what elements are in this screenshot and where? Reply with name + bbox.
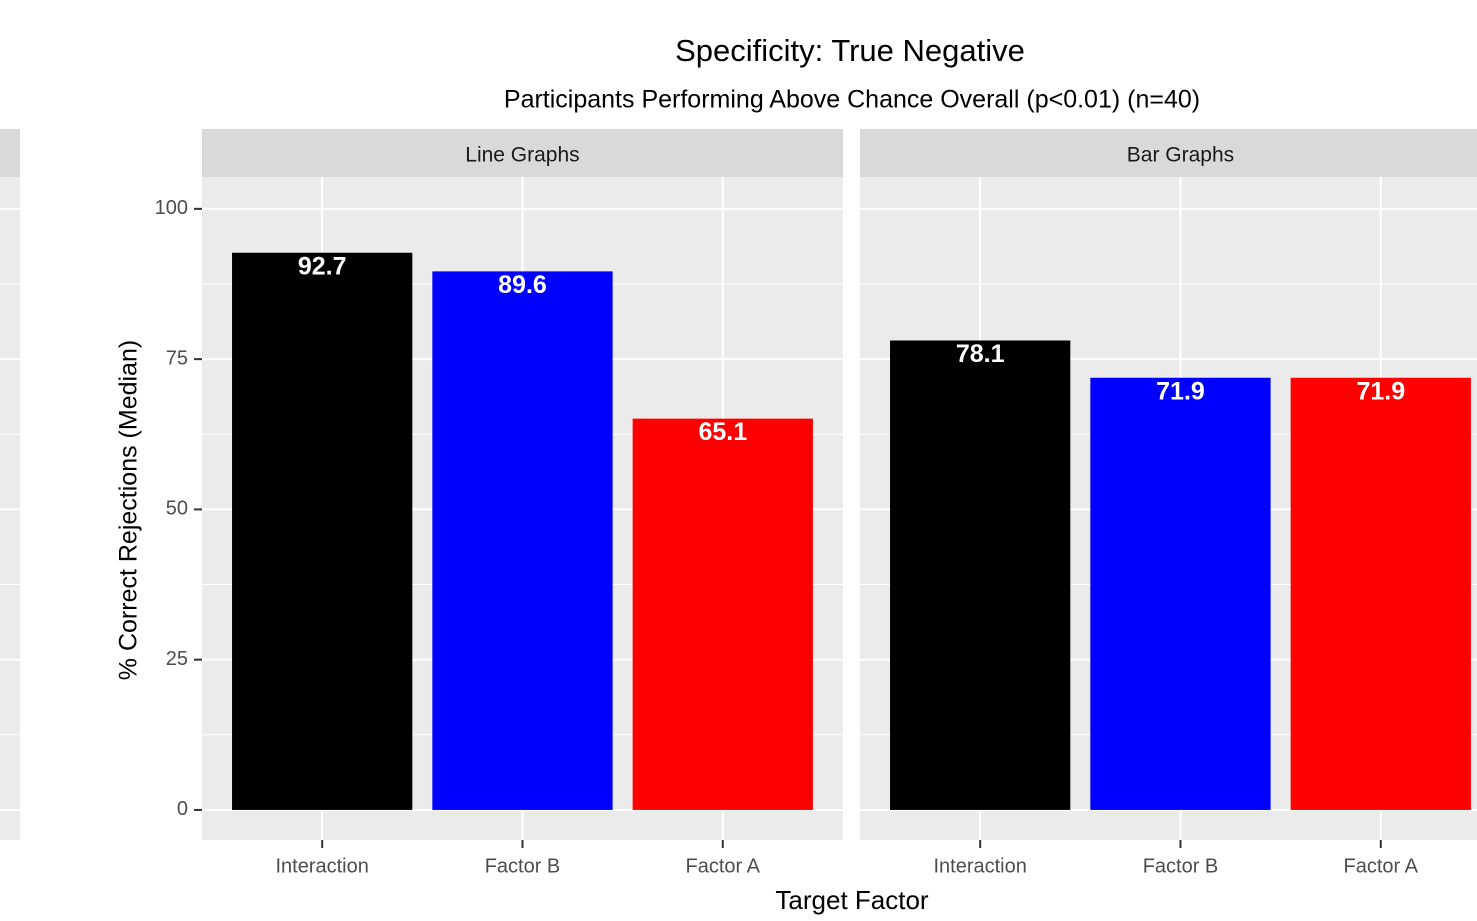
facet-strip [860,129,1477,177]
bar [890,340,1071,810]
facet-strip [202,129,843,177]
y-tick-label: 75 [166,347,188,369]
x-tick-label: Factor A [686,855,761,877]
value-label: 65.1 [698,418,747,446]
facet-label: Line Graphs [465,144,579,167]
y-tick-label: 50 [166,498,188,520]
bar [432,271,613,810]
bar [1290,377,1471,810]
chart-subtitle: Participants Performing Above Chance Ove… [504,86,1200,114]
chart-title: Specificity: True Negative [675,33,1025,68]
value-label: 92.7 [298,252,347,280]
x-axis-title: Target Factor [775,885,929,915]
x-tick-label: Factor B [485,855,561,877]
bar [232,252,413,810]
bar [1090,377,1271,810]
y-tick-label: 100 [155,197,188,219]
value-label: 89.6 [498,271,547,299]
x-tick-label: Factor A [1344,855,1419,877]
x-tick-label: Interaction [275,855,368,877]
value-label: 78.1 [956,340,1005,368]
value-label: 71.9 [1356,377,1405,405]
y-tick-label: 25 [166,648,188,670]
value-label: 71.9 [1156,377,1205,405]
facet-label: Bar Graphs [1127,144,1234,167]
bar [632,418,813,810]
y-axis-title: % Correct Rejections (Median) [115,340,143,680]
x-tick-label: Interaction [933,855,1026,877]
cropped-strip [0,129,20,177]
x-tick-label: Factor B [1143,855,1219,877]
y-tick-label: 0 [177,798,188,820]
